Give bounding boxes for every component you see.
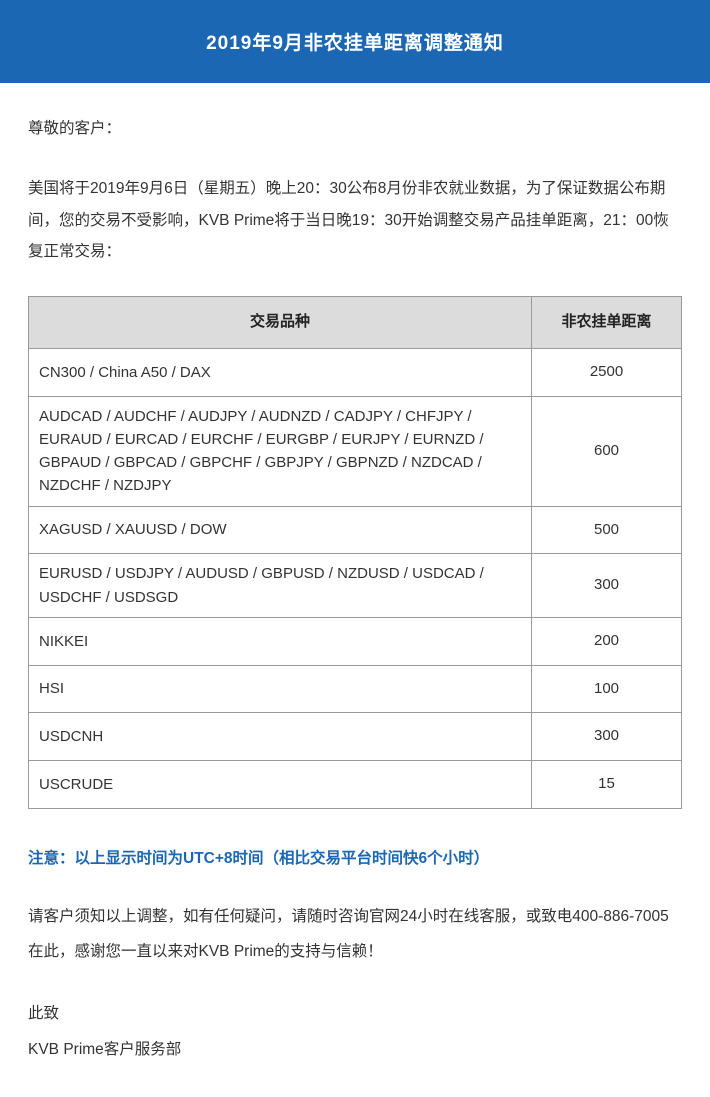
- intro-paragraph: 美国将于2019年9月6日（星期五）晚上20：30公布8月份非农就业数据，为了保…: [28, 173, 682, 268]
- cell-distance: 600: [532, 396, 682, 506]
- cell-instrument: HSI: [29, 665, 532, 713]
- cell-distance: 300: [532, 713, 682, 761]
- signature: KVB Prime客户服务部: [28, 1032, 682, 1068]
- timezone-notice: 注意：以上显示时间为UTC+8时间（相比交易平台时间快6个小时）: [28, 843, 682, 875]
- support-line: 请客户须知以上调整，如有任何疑问，请随时咨询官网24小时在线客服，或致电400-…: [28, 901, 682, 933]
- thanks-line: 在此，感谢您一直以来对KVB Prime的支持与信赖！: [28, 936, 682, 968]
- salutation: 尊敬的客户：: [28, 113, 682, 145]
- cell-distance: 100: [532, 665, 682, 713]
- cell-distance: 500: [532, 506, 682, 554]
- banner-title: 2019年9月非农挂单距离调整通知: [206, 33, 504, 54]
- closing-block: 此致 KVB Prime客户服务部: [28, 996, 682, 1067]
- cell-instrument: CN300 / China A50 / DAX: [29, 348, 532, 396]
- table-row: NIKKEI 200: [29, 617, 682, 665]
- col-distance-header: 非农挂单距离: [532, 297, 682, 349]
- table-row: AUDCAD / AUDCHF / AUDJPY / AUDNZD / CADJ…: [29, 396, 682, 506]
- table-row: USCRUDE 15: [29, 761, 682, 809]
- cell-distance: 200: [532, 617, 682, 665]
- cell-distance: 300: [532, 554, 682, 618]
- table-row: HSI 100: [29, 665, 682, 713]
- cell-instrument: XAGUSD / XAUUSD / DOW: [29, 506, 532, 554]
- banner: 2019年9月非农挂单距离调整通知: [0, 0, 710, 83]
- table-row: USDCNH 300: [29, 713, 682, 761]
- cell-distance: 2500: [532, 348, 682, 396]
- cell-instrument: USDCNH: [29, 713, 532, 761]
- table-header-row: 交易品种 非农挂单距离: [29, 297, 682, 349]
- col-instrument-header: 交易品种: [29, 297, 532, 349]
- cell-instrument: AUDCAD / AUDCHF / AUDJPY / AUDNZD / CADJ…: [29, 396, 532, 506]
- cell-distance: 15: [532, 761, 682, 809]
- adjustment-table: 交易品种 非农挂单距离 CN300 / China A50 / DAX 2500…: [28, 296, 682, 809]
- table-row: XAGUSD / XAUUSD / DOW 500: [29, 506, 682, 554]
- cell-instrument: NIKKEI: [29, 617, 532, 665]
- cell-instrument: USCRUDE: [29, 761, 532, 809]
- closing-word: 此致: [28, 996, 682, 1032]
- document-body: 尊敬的客户： 美国将于2019年9月6日（星期五）晚上20：30公布8月份非农就…: [0, 83, 710, 1097]
- cell-instrument: EURUSD / USDJPY / AUDUSD / GBPUSD / NZDU…: [29, 554, 532, 618]
- table-row: EURUSD / USDJPY / AUDUSD / GBPUSD / NZDU…: [29, 554, 682, 618]
- table-row: CN300 / China A50 / DAX 2500: [29, 348, 682, 396]
